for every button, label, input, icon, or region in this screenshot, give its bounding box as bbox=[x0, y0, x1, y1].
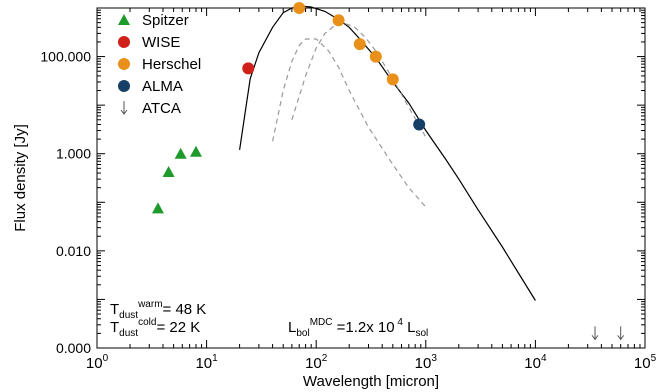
legend: Spitzer WISE Herschel ALMA ATCA bbox=[118, 12, 201, 117]
y-tick-label: 0.000 bbox=[56, 340, 91, 356]
plot-frame bbox=[96, 7, 646, 349]
model-curves bbox=[239, 5, 536, 301]
herschel-point bbox=[386, 73, 399, 86]
atca-point bbox=[617, 326, 625, 341]
legend-marker-herschel bbox=[118, 58, 130, 70]
total-model-curve bbox=[239, 5, 536, 301]
arrow-head bbox=[120, 109, 128, 115]
arrow-head bbox=[591, 335, 599, 341]
y-tick-label: 1.000 bbox=[56, 146, 91, 162]
arrow-head bbox=[617, 335, 625, 341]
x-tick-label: 102 bbox=[305, 353, 328, 372]
alma-point bbox=[413, 118, 426, 131]
spitzer-point bbox=[189, 145, 202, 157]
herschel-point bbox=[369, 50, 382, 63]
dust-temperature-warm: Tdustwarm= 48 K bbox=[110, 299, 206, 321]
legend-label-wise: WISE bbox=[142, 34, 180, 51]
legend-label-herschel: Herschel bbox=[142, 56, 201, 73]
x-tick-label: 104 bbox=[524, 353, 547, 372]
herschel-point bbox=[293, 2, 306, 14]
legend-marker-alma bbox=[118, 80, 130, 92]
y-tick-label: 0.010 bbox=[56, 243, 91, 259]
legend-label-spitzer: Spitzer bbox=[142, 12, 189, 29]
herschel-point bbox=[332, 14, 345, 27]
x-tick-label: 100 bbox=[86, 353, 109, 372]
bolometric-luminosity: LbolMDC =1.2x 10 4 Lsol bbox=[288, 317, 428, 339]
y-axis-label: Flux density [Jy] bbox=[12, 124, 29, 232]
legend-label-alma: ALMA bbox=[142, 78, 183, 95]
legend-marker-spitzer bbox=[118, 14, 130, 25]
spitzer-point bbox=[174, 147, 187, 159]
dashed-model-curve bbox=[291, 22, 427, 138]
herschel-point bbox=[353, 38, 366, 51]
legend-marker-atca bbox=[120, 101, 128, 115]
dust-temperature-cold: Tdustcold= 22 K bbox=[110, 317, 200, 339]
data-markers bbox=[151, 2, 625, 341]
dashed-model-curve bbox=[272, 38, 427, 208]
spitzer-point bbox=[151, 202, 164, 214]
axes: 100 101 102 103 104 105 0.000 0.010 1.000 100.000… bbox=[12, 7, 657, 390]
atca-point bbox=[591, 326, 599, 341]
spitzer-point bbox=[162, 166, 175, 178]
x-tick-label: 101 bbox=[195, 353, 218, 372]
x-axis-label: Wavelength [micron] bbox=[303, 373, 439, 390]
wise-point bbox=[242, 62, 255, 75]
legend-label-atca: ATCA bbox=[142, 100, 181, 117]
x-tick-label: 105 bbox=[634, 353, 657, 372]
legend-marker-wise bbox=[118, 36, 130, 48]
x-tick-label: 103 bbox=[415, 353, 438, 372]
y-tick-label: 100.000 bbox=[40, 49, 91, 65]
